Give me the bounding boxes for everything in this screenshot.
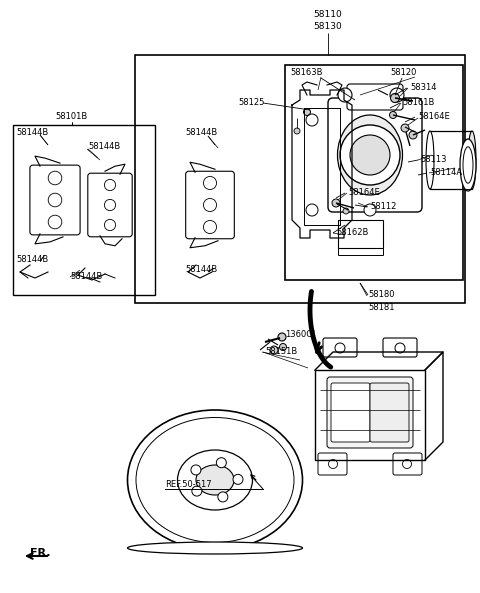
Text: 58113: 58113: [420, 155, 446, 164]
Bar: [13, 125, 155, 295]
Text: 58162B: 58162B: [336, 228, 368, 237]
Text: 58181: 58181: [368, 303, 395, 312]
Circle shape: [294, 128, 300, 134]
Text: 58144B: 58144B: [88, 142, 120, 151]
Ellipse shape: [426, 131, 434, 189]
Ellipse shape: [178, 450, 252, 510]
FancyBboxPatch shape: [393, 453, 422, 475]
Circle shape: [279, 343, 287, 350]
Text: 58161B: 58161B: [402, 98, 434, 107]
FancyBboxPatch shape: [383, 338, 417, 357]
Circle shape: [335, 343, 345, 353]
Circle shape: [409, 131, 417, 139]
Circle shape: [397, 120, 405, 128]
Bar: [135, 55, 465, 303]
Circle shape: [328, 460, 337, 468]
Text: 58144B: 58144B: [185, 265, 217, 274]
Text: 58130: 58130: [313, 22, 342, 31]
Circle shape: [340, 125, 400, 185]
Ellipse shape: [463, 147, 473, 183]
Ellipse shape: [460, 139, 476, 191]
FancyBboxPatch shape: [30, 165, 80, 235]
Text: REF.50-517: REF.50-517: [165, 480, 212, 489]
Circle shape: [403, 460, 411, 468]
Circle shape: [388, 94, 396, 102]
Ellipse shape: [468, 131, 476, 189]
Circle shape: [303, 109, 311, 116]
Text: 58314: 58314: [410, 83, 436, 92]
Circle shape: [343, 208, 349, 214]
Ellipse shape: [128, 410, 302, 550]
FancyBboxPatch shape: [327, 377, 413, 448]
Circle shape: [340, 90, 350, 100]
Ellipse shape: [338, 88, 352, 102]
Circle shape: [364, 204, 376, 216]
Circle shape: [392, 90, 402, 100]
Ellipse shape: [196, 465, 234, 495]
Text: 58114A: 58114A: [430, 168, 462, 177]
Circle shape: [329, 197, 337, 205]
Circle shape: [391, 94, 399, 103]
Circle shape: [192, 486, 202, 496]
Text: FR.: FR.: [30, 548, 50, 558]
Circle shape: [395, 343, 405, 353]
Text: 58144B: 58144B: [185, 128, 217, 137]
Text: 58144B: 58144B: [70, 272, 102, 281]
Circle shape: [278, 333, 286, 341]
Circle shape: [270, 346, 278, 354]
Bar: [430, 131, 472, 189]
Ellipse shape: [136, 417, 294, 543]
Text: 58164E: 58164E: [348, 188, 380, 197]
Circle shape: [233, 474, 243, 484]
Text: 58151B: 58151B: [265, 347, 297, 356]
FancyBboxPatch shape: [370, 383, 409, 442]
Circle shape: [216, 458, 227, 468]
Text: 58163B: 58163B: [290, 68, 323, 77]
Circle shape: [332, 199, 340, 207]
Circle shape: [218, 492, 228, 502]
Text: 1360GJ: 1360GJ: [285, 330, 315, 339]
Text: 58144B: 58144B: [16, 255, 48, 264]
Circle shape: [191, 465, 201, 475]
Bar: [338, 220, 383, 248]
Text: 58120: 58120: [390, 68, 416, 77]
FancyBboxPatch shape: [186, 171, 234, 239]
Bar: [285, 65, 463, 280]
Ellipse shape: [390, 88, 404, 102]
FancyBboxPatch shape: [318, 453, 347, 475]
Circle shape: [401, 124, 409, 132]
FancyBboxPatch shape: [88, 173, 132, 237]
Text: 58180: 58180: [368, 290, 395, 299]
Text: 58164E: 58164E: [418, 112, 450, 121]
FancyBboxPatch shape: [347, 84, 403, 110]
Ellipse shape: [337, 115, 403, 195]
Text: 58144B: 58144B: [16, 128, 48, 137]
Text: 58110: 58110: [313, 10, 342, 19]
Text: 58101B: 58101B: [56, 112, 88, 121]
Text: 58112: 58112: [370, 202, 396, 211]
FancyBboxPatch shape: [328, 98, 422, 212]
Ellipse shape: [128, 542, 302, 554]
FancyBboxPatch shape: [323, 338, 357, 357]
Circle shape: [389, 111, 396, 119]
FancyBboxPatch shape: [331, 383, 370, 442]
Text: 58125: 58125: [238, 98, 264, 107]
Circle shape: [350, 135, 390, 175]
